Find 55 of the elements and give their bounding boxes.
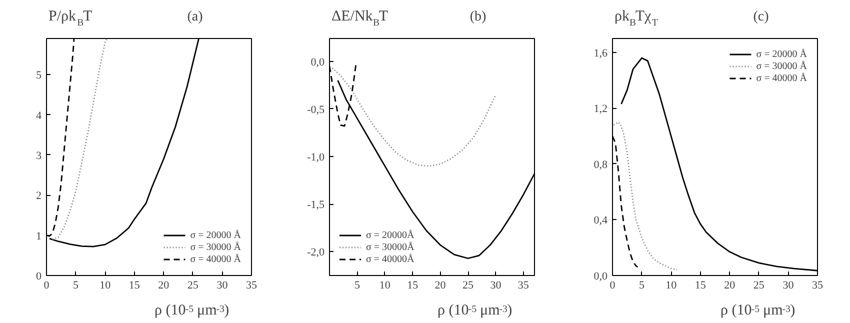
x-tick-label: 10 bbox=[100, 280, 112, 292]
x-tick-label: 15 bbox=[407, 280, 419, 292]
x-tick-label: 20 bbox=[434, 280, 446, 292]
x-tick-label: 30 bbox=[782, 280, 794, 292]
y-tick-label: 1,6 bbox=[594, 47, 608, 60]
y-tick-label: 1,2 bbox=[594, 103, 608, 116]
legend-label: σ = 30000 Å bbox=[756, 60, 807, 72]
legend-label: σ = 40000 Å bbox=[756, 72, 807, 84]
x-tick-label: 15 bbox=[128, 280, 140, 292]
y-tick-label: -2,0 bbox=[307, 246, 325, 259]
y-tick-label: 2 bbox=[36, 190, 42, 202]
y-tick-label: 0,4 bbox=[594, 214, 608, 227]
x-tick-label: 20 bbox=[158, 280, 170, 292]
legend-label: σ = 20000 Å bbox=[756, 48, 807, 60]
chart-title: (a) bbox=[187, 10, 204, 24]
legend-label: σ = 40000 Å bbox=[190, 253, 241, 265]
x-tick-label: 0 bbox=[610, 280, 616, 292]
y-tick-label: -0,5 bbox=[307, 104, 325, 116]
x-tick-label: 35 bbox=[246, 280, 258, 292]
x-tick-label: 5 bbox=[354, 280, 360, 292]
x-tick-label: 20 bbox=[724, 280, 736, 292]
y-tick-label: 5 bbox=[36, 70, 42, 82]
y-tick-label: 0,0 bbox=[310, 56, 325, 68]
x-tick-label: 5 bbox=[73, 280, 80, 292]
y-tick-label: 0,0 bbox=[594, 270, 608, 282]
x-tick-label: 30 bbox=[490, 280, 502, 292]
y-tick-label: 1 bbox=[36, 230, 42, 242]
legend-label: σ = 20000Å bbox=[366, 229, 414, 241]
chart-title: (c) bbox=[753, 10, 770, 24]
x-tick-label: 10 bbox=[666, 280, 678, 292]
x-tick-label: 30 bbox=[216, 280, 228, 292]
y-tick-label: 3 bbox=[36, 150, 42, 162]
x-tick-label: 25 bbox=[462, 280, 474, 292]
x-tick-label: 5 bbox=[639, 280, 646, 292]
line-series bbox=[612, 121, 678, 271]
chart-title: (b) bbox=[470, 10, 486, 24]
x-tick-label: 35 bbox=[518, 280, 530, 292]
legend-label: σ = 30000Å bbox=[366, 241, 414, 253]
line-series bbox=[612, 135, 638, 268]
y-tick-label: -1,5 bbox=[307, 199, 325, 212]
x-tick-label: 35 bbox=[812, 280, 824, 292]
y-tick-label: 0 bbox=[36, 270, 42, 282]
x-tick-label: 0 bbox=[44, 280, 50, 292]
x-tick-label: 15 bbox=[694, 280, 706, 292]
line-series bbox=[332, 67, 496, 167]
x-tick-label: 25 bbox=[753, 280, 765, 292]
legend-label: σ = 40000Å bbox=[366, 253, 414, 265]
x-tick-label: 25 bbox=[187, 280, 199, 292]
y-tick-label: -1,0 bbox=[307, 152, 325, 164]
y-tick-label: 0,8 bbox=[594, 158, 608, 171]
y-tick-label: 4 bbox=[36, 110, 42, 122]
x-tick-label: 10 bbox=[379, 280, 391, 292]
legend-label: σ = 20000 Å bbox=[190, 229, 241, 241]
line-series bbox=[52, 38, 108, 240]
legend-label: σ = 30000 Å bbox=[190, 241, 241, 253]
